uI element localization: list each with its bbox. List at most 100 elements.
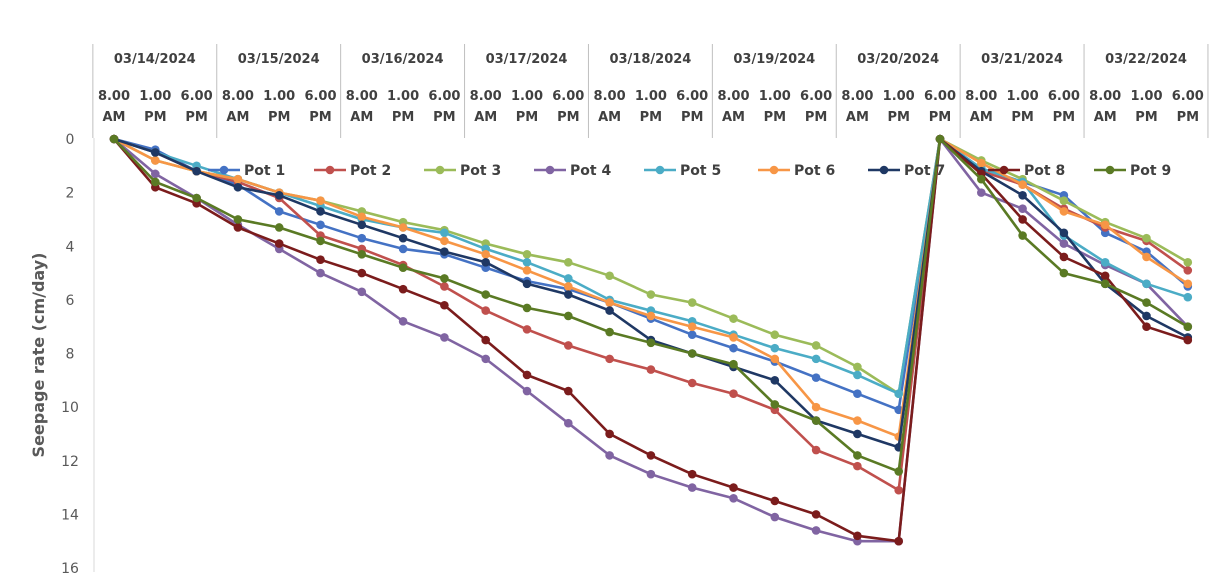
data-point	[481, 290, 491, 299]
data-point	[316, 207, 325, 216]
data-point	[398, 284, 408, 294]
data-point	[1059, 252, 1069, 262]
data-point	[564, 386, 573, 396]
data-point	[1100, 279, 1110, 289]
time-label: PM	[144, 110, 166, 125]
time-label: 6.00	[800, 89, 832, 104]
data-point	[151, 156, 160, 165]
data-point	[564, 290, 573, 299]
data-point	[481, 249, 491, 259]
series-lines	[109, 134, 1193, 546]
y-axis: 0 2 4 6 8 10 12 14 16	[61, 132, 95, 577]
data-point	[811, 510, 821, 519]
data-point	[233, 215, 243, 224]
data-point	[1142, 322, 1151, 331]
time-label: PM	[1053, 110, 1075, 125]
data-point	[274, 239, 284, 248]
legend-label: Pot 7	[904, 163, 945, 179]
data-point	[853, 389, 862, 399]
data-point	[1183, 335, 1193, 345]
data-point	[481, 354, 491, 364]
date-label: 03/20/2024	[857, 52, 939, 67]
date-label: 03/21/2024	[981, 52, 1063, 67]
data-point	[1142, 233, 1151, 243]
y-tick-label: 6	[66, 293, 75, 309]
time-label: 1.00	[1130, 89, 1162, 104]
legend-marker	[769, 165, 779, 175]
data-point	[522, 325, 532, 334]
legend-item: Pot 5	[644, 163, 721, 179]
legend-marker	[879, 165, 889, 175]
time-label: PM	[516, 110, 538, 125]
time-label: 1.00	[139, 89, 171, 104]
data-point	[233, 174, 243, 184]
data-point	[646, 365, 656, 374]
data-point	[398, 244, 408, 254]
time-label: 6.00	[304, 89, 336, 104]
time-label: 8.00	[346, 89, 378, 104]
data-point	[1018, 204, 1027, 214]
data-point	[977, 158, 986, 168]
data-point	[357, 212, 367, 222]
data-point	[811, 341, 821, 350]
date-label: 03/18/2024	[609, 52, 691, 67]
data-point	[646, 290, 656, 299]
data-point	[853, 370, 862, 380]
data-point	[1100, 271, 1110, 281]
time-label: 8.00	[1089, 89, 1121, 104]
time-label: 6.00	[1048, 89, 1080, 104]
legend-item: Pot 7	[868, 163, 945, 179]
data-point	[646, 338, 656, 348]
time-label: 8.00	[222, 89, 254, 104]
data-point	[687, 298, 697, 307]
data-point	[687, 483, 697, 492]
data-point	[440, 333, 449, 342]
time-label: AM	[350, 110, 373, 125]
time-label: 1.00	[759, 89, 791, 104]
time-label: AM	[103, 110, 126, 125]
time-label: AM	[1094, 110, 1117, 125]
data-point	[853, 429, 862, 439]
legend-marker	[999, 165, 1009, 175]
time-label: 6.00	[924, 89, 956, 104]
data-point	[646, 451, 656, 460]
data-point	[1100, 258, 1110, 267]
data-point	[687, 469, 697, 479]
y-tick-label: 12	[61, 454, 79, 470]
data-point	[811, 354, 821, 364]
data-point	[481, 306, 491, 315]
data-point	[729, 483, 738, 492]
data-point	[522, 370, 532, 380]
data-point	[440, 282, 449, 291]
data-point	[770, 330, 780, 340]
data-point	[811, 402, 821, 412]
data-point	[687, 322, 697, 331]
legend-marker	[1105, 165, 1115, 175]
data-point	[440, 236, 449, 246]
time-label: PM	[805, 110, 827, 125]
time-label: PM	[433, 110, 455, 125]
time-label: AM	[226, 110, 249, 125]
time-label: PM	[392, 110, 414, 125]
data-point	[1059, 268, 1069, 278]
data-point	[605, 271, 614, 281]
time-label: AM	[598, 110, 621, 125]
data-point	[811, 445, 821, 455]
data-point	[1142, 298, 1151, 307]
data-point	[729, 343, 738, 353]
time-label: 1.00	[263, 89, 295, 104]
series-pot-9	[109, 134, 1193, 476]
data-point	[564, 282, 573, 291]
time-label: 8.00	[841, 89, 873, 104]
data-point	[1059, 239, 1069, 248]
data-point	[687, 378, 697, 388]
legend-label: Pot 2	[350, 163, 391, 179]
data-point	[729, 359, 738, 369]
data-point	[1059, 196, 1069, 205]
data-point	[853, 416, 862, 425]
time-label: AM	[722, 110, 745, 125]
time-label: 1.00	[511, 89, 543, 104]
data-point	[481, 258, 491, 267]
y-tick-label: 14	[61, 507, 79, 523]
